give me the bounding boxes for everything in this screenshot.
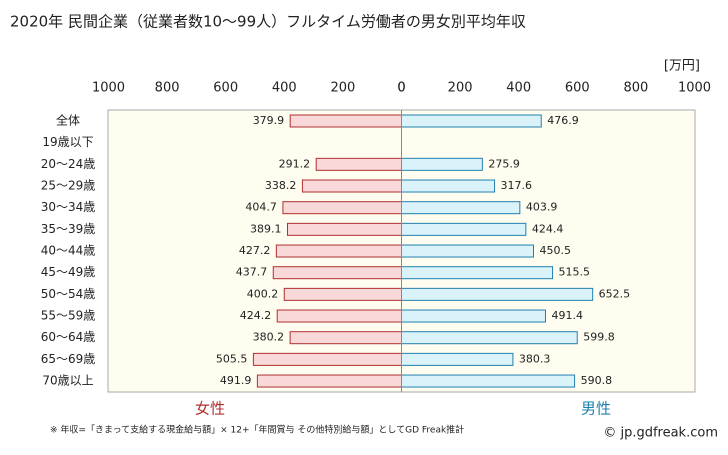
data-label: 380.2 <box>253 331 285 344</box>
y-tick-label: 40～44歳 <box>41 244 96 258</box>
data-label: 652.5 <box>599 287 631 300</box>
bar <box>283 287 402 301</box>
bar <box>286 222 403 236</box>
bar <box>401 374 576 388</box>
data-label: 338.2 <box>265 179 297 192</box>
data-label: 380.3 <box>519 352 551 365</box>
bar <box>401 201 521 215</box>
bar <box>401 244 534 258</box>
data-label: 291.2 <box>279 157 311 170</box>
bar <box>315 157 403 171</box>
y-tick-label: 全体 <box>56 113 80 128</box>
y-tick-label: 20～24歳 <box>41 157 96 171</box>
x-tick-label: 0 <box>397 81 405 96</box>
bar <box>252 352 402 366</box>
bar <box>401 179 496 193</box>
bar <box>289 331 403 345</box>
data-label: 403.9 <box>526 201 558 214</box>
data-label: 400.2 <box>247 287 279 300</box>
bar <box>401 157 483 171</box>
data-label: 599.8 <box>583 331 615 344</box>
x-tick-label: 600 <box>565 81 590 96</box>
x-tick-label: 1000 <box>678 81 711 96</box>
bar <box>401 266 554 280</box>
x-tick-label: 400 <box>272 81 297 96</box>
data-label: 450.5 <box>539 244 571 257</box>
y-tick-label: 50～54歳 <box>41 287 96 301</box>
bar <box>401 309 546 323</box>
y-tick-label: 25～29歳 <box>41 179 96 193</box>
data-label: 505.5 <box>216 352 248 365</box>
y-tick-label: 65～69歳 <box>41 352 96 366</box>
x-tick-label: 200 <box>330 81 355 96</box>
data-label: 491.9 <box>220 374 252 387</box>
bar <box>401 331 578 345</box>
data-label: 590.8 <box>581 374 613 387</box>
data-label: 424.2 <box>240 309 272 322</box>
x-tick-label: 1000 <box>92 81 125 96</box>
footnote: ※ 年収=「きまって支給する現金給与額」× 12+「年間賞与 その他特別給与額」… <box>50 424 464 436</box>
source: © jp.gdfreak.com <box>603 426 718 441</box>
data-label: 389.1 <box>250 222 282 235</box>
data-label: 437.7 <box>236 266 268 279</box>
bar <box>401 352 514 366</box>
x-tick-label: 400 <box>506 81 531 96</box>
data-label: 404.7 <box>245 201 277 214</box>
y-tick-label: 19歳以下 <box>42 135 93 149</box>
bar <box>272 266 402 280</box>
bar <box>401 287 594 301</box>
data-label: 476.9 <box>547 114 579 127</box>
bar <box>256 374 402 388</box>
y-tick-label: 30～34歳 <box>41 200 96 214</box>
bar <box>276 309 403 323</box>
bar <box>275 244 403 258</box>
bar <box>282 201 403 215</box>
bar <box>301 179 403 193</box>
x-tick-label: 800 <box>155 81 180 96</box>
bar <box>401 222 527 236</box>
chart-title: 2020年 民間企業（従業者数10～99人）フルタイム労働者の男女別平均年収 <box>10 13 526 31</box>
legend-label: 女性 <box>195 400 225 418</box>
legend-label: 男性 <box>581 400 611 418</box>
x-tick-label: 0 <box>397 81 405 96</box>
data-label: 379.9 <box>253 114 285 127</box>
data-label: 275.9 <box>488 157 520 170</box>
y-tick-label: 70歳以上 <box>42 374 93 388</box>
data-label: 491.4 <box>551 309 583 322</box>
bar <box>289 114 402 128</box>
data-label: 424.4 <box>532 222 564 235</box>
x-tick-label: 800 <box>623 81 648 96</box>
y-tick-label: 35～39歳 <box>41 222 96 236</box>
unit-label: [万円] <box>664 59 700 74</box>
data-label: 317.6 <box>501 179 532 192</box>
y-tick-label: 55～59歳 <box>41 309 96 323</box>
x-tick-label: 600 <box>213 81 238 96</box>
data-label: 515.5 <box>559 266 591 279</box>
y-tick-label: 45～49歳 <box>41 265 96 279</box>
x-tick-label: 200 <box>448 81 473 96</box>
data-label: 427.2 <box>239 244 271 257</box>
y-tick-label: 60～64歳 <box>41 330 96 344</box>
bar <box>401 114 542 128</box>
